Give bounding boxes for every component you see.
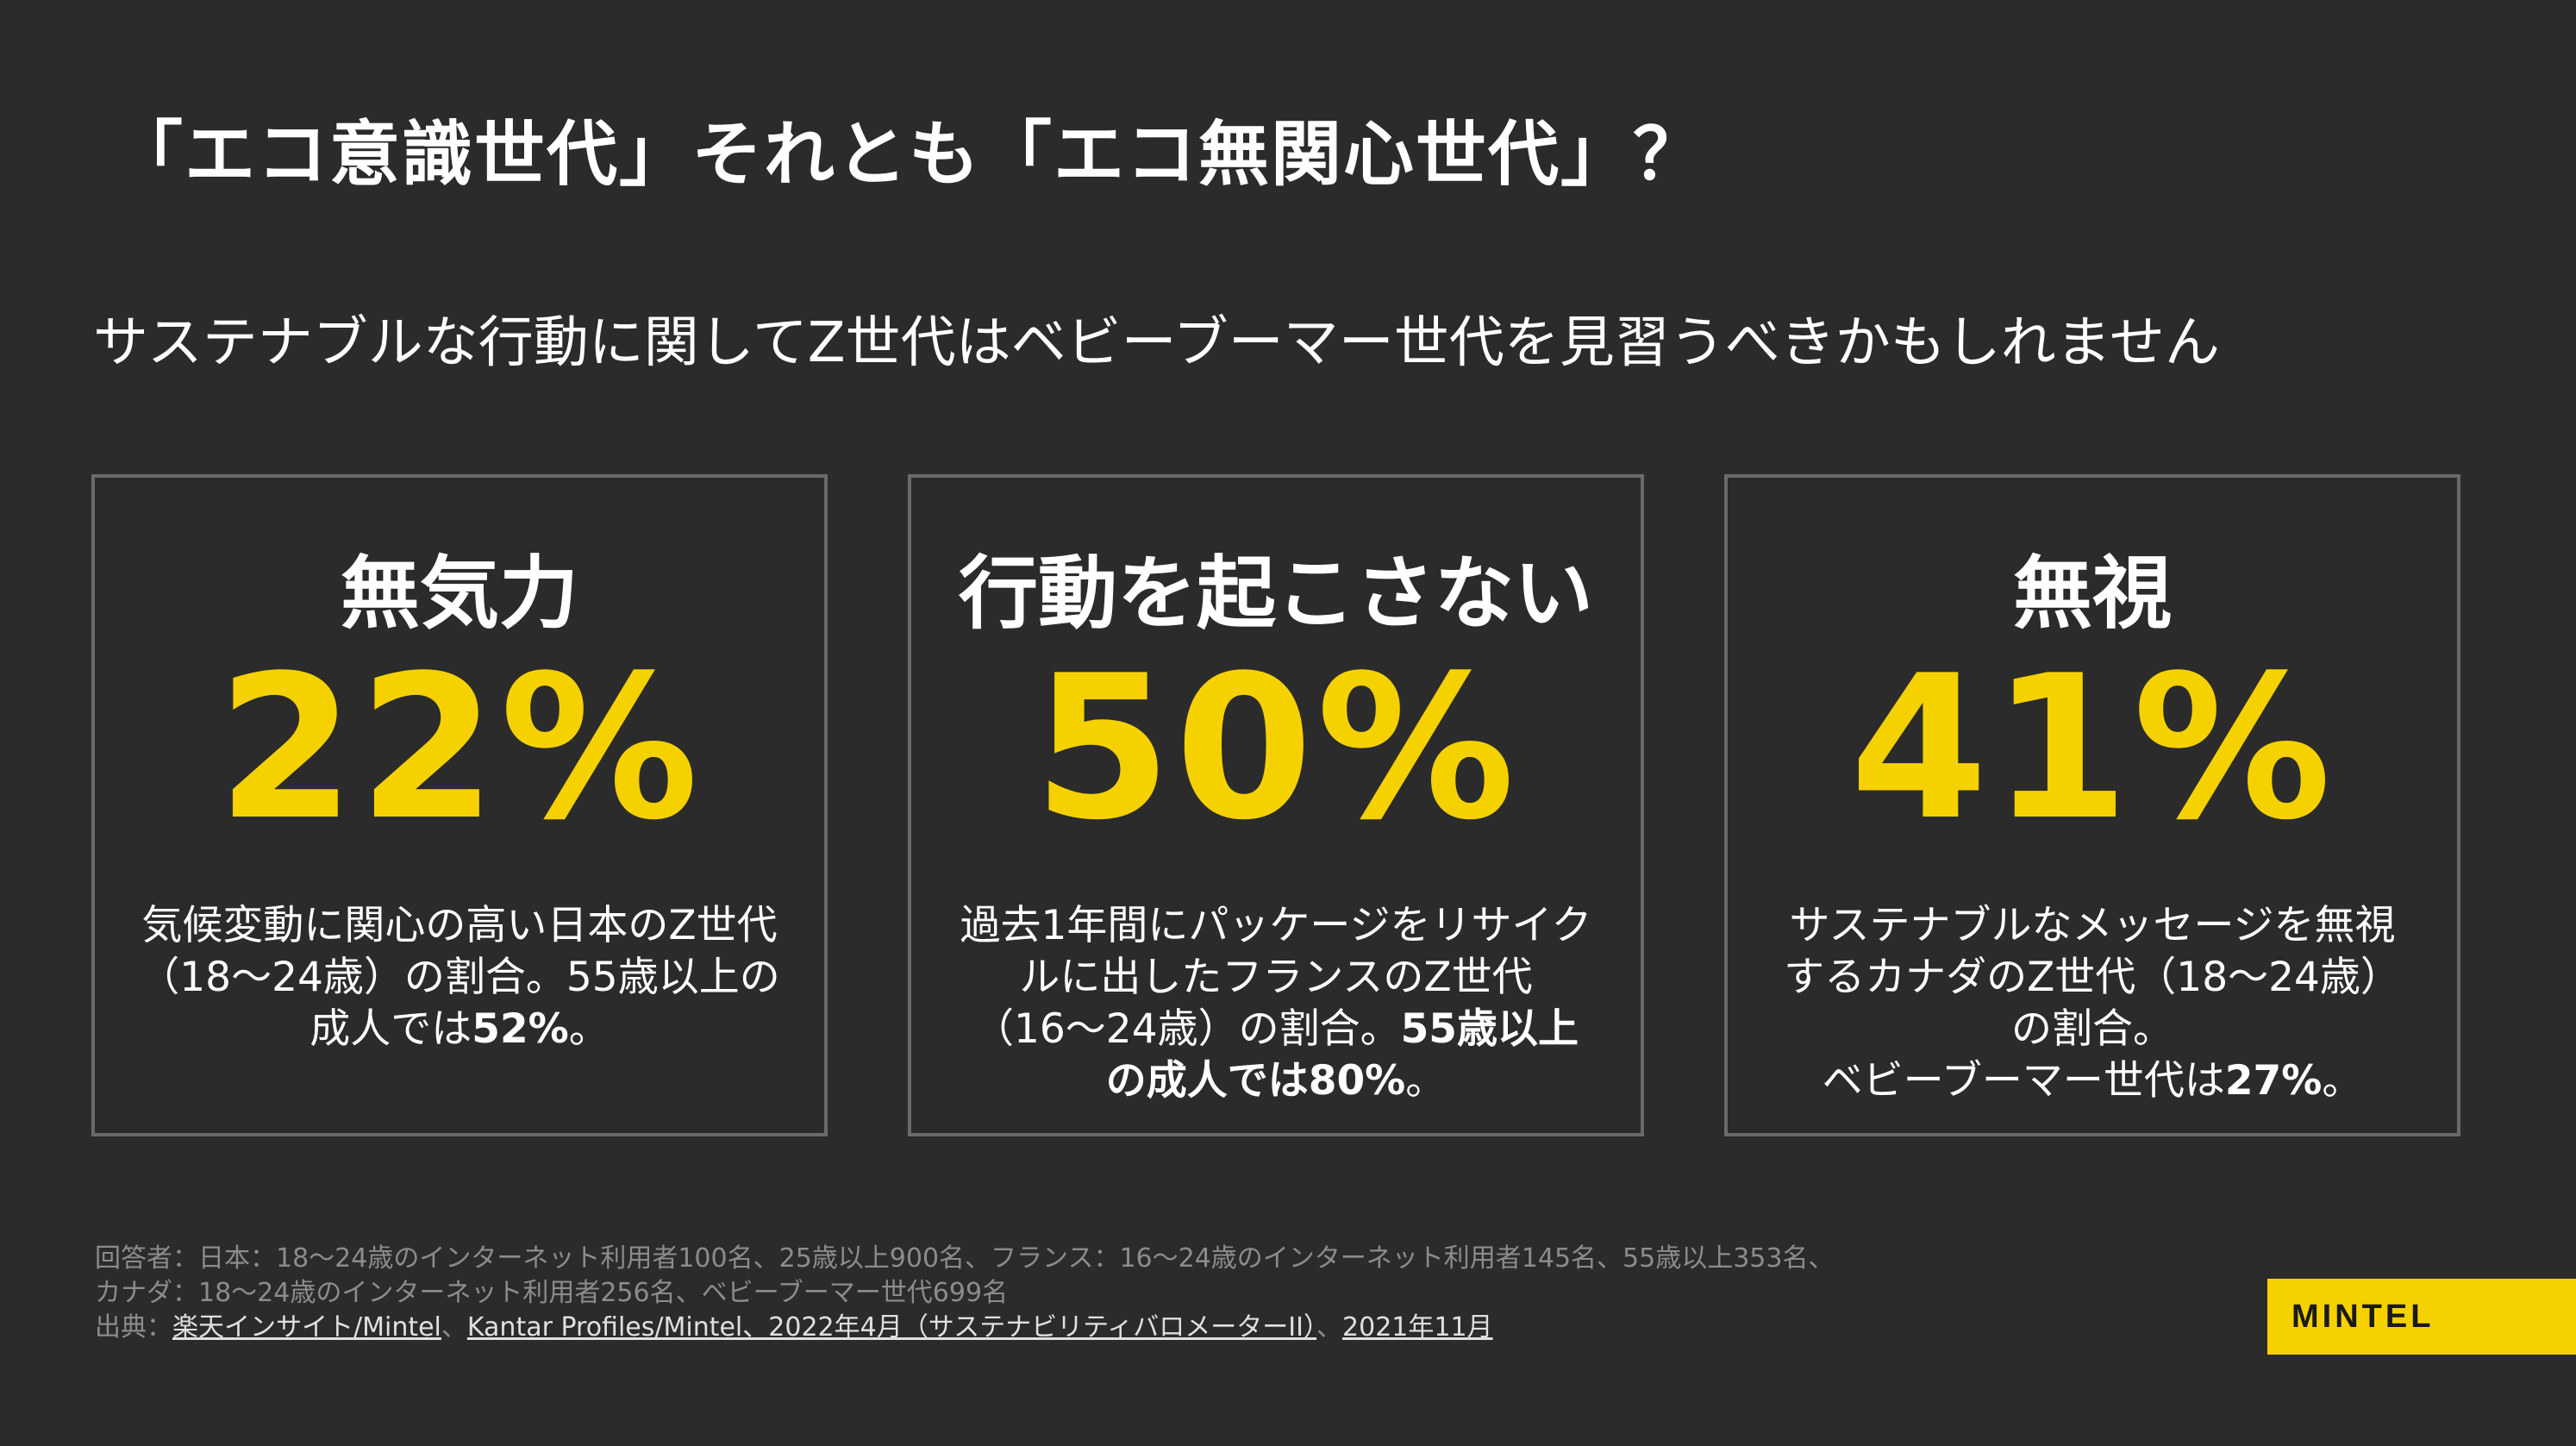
card-heading: 無視 [2012, 548, 2172, 640]
source-label: 出典： [95, 1312, 172, 1343]
card-description: 気候変動に関心の高い日本のZ世代（18〜24歳）の割合。55歳以上の成人では52… [138, 900, 781, 1055]
source-link-date[interactable]: 2021年11月 [1342, 1312, 1493, 1343]
slide-title: 「エコ意識世代」それとも「エコ無関心世代」？ [112, 114, 1706, 196]
source-link-kantar[interactable]: Kantar Profiles/Mintel、2022年4月（サステナビリティバ… [466, 1312, 1317, 1343]
source-line: 出典：楽天インサイト/Mintel、Kantar Profiles/Mintel… [95, 1311, 1834, 1345]
stat-card-ignore: 無視 41% サステナブルなメッセージを無視するカナダのZ世代（18〜24歳）の… [1724, 474, 2460, 1136]
card-stat-value: 41% [1849, 634, 2335, 864]
respondents-line-1: 回答者：日本：18〜24歳のインターネット利用者100名、25歳以上900名、フ… [95, 1243, 1835, 1274]
respondents-line-2: カナダ：18〜24歳のインターネット利用者256名、ベビーブーマー世代699名 [95, 1278, 1009, 1308]
card-stat-value: 50% [1033, 634, 1519, 864]
card-desc-text: 気候変動に関心の高い日本のZ世代（18〜24歳）の割合。55歳以上の成人では [139, 902, 780, 1053]
card-stat-value: 22% [216, 634, 703, 864]
card-desc-bold: 27% [2224, 1057, 2323, 1105]
card-desc-text: サステナブルなメッセージを無視するカナダのZ世代（18〜24歳）の割合。 [1784, 902, 2401, 1053]
card-desc-bold: 55歳以上の成人では80% [1105, 1005, 1579, 1105]
source-footnote: 回答者：日本：18〜24歳のインターネット利用者100名、25歳以上900名、フ… [95, 1242, 1834, 1345]
card-desc-tail: 。 [1405, 1057, 1447, 1105]
card-description: サステナブルなメッセージを無視するカナダのZ世代（18〜24歳）の割合。 ベビーブ… [1771, 900, 2414, 1107]
card-heading: 無気力 [340, 548, 578, 640]
card-desc-text: 過去1年間にパッケージをリサイクルに出したフランスのZ世代（16〜24歳）の割合… [960, 902, 1592, 1053]
card-desc-line2: ベビーブーマー世代は [1822, 1057, 2225, 1105]
source-separator: 、 [1316, 1312, 1343, 1343]
source-link-rakuten[interactable]: 楽天インサイト/Mintel [172, 1312, 441, 1343]
mintel-logo: MINTEL [2267, 1279, 2576, 1355]
source-separator: 、 [441, 1312, 467, 1343]
stat-card-inaction: 行動を起こさない 50% 過去1年間にパッケージをリサイクルに出したフランスのZ… [908, 474, 1644, 1136]
card-description: 過去1年間にパッケージをリサイクルに出したフランスのZ世代（16〜24歳）の割合… [954, 900, 1597, 1107]
card-desc-bold: 52% [472, 1005, 569, 1053]
card-desc-tail: 。 [2322, 1057, 2363, 1105]
card-heading: 行動を起こさない [958, 548, 1593, 640]
stat-card-apathy: 無気力 22% 気候変動に関心の高い日本のZ世代（18〜24歳）の割合。55歳以… [91, 474, 828, 1136]
card-desc-tail: 。 [568, 1005, 610, 1053]
slide-subtitle: サステナブルな行動に関してZ世代はベビーブーマー世代を見習うべきかもしれません [93, 311, 2220, 375]
